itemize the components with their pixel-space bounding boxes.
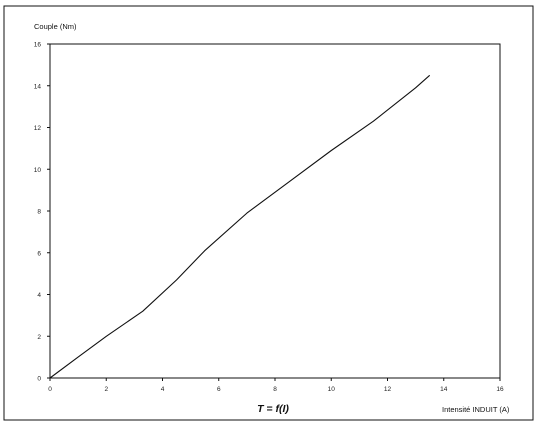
- x-tick-label: 0: [48, 386, 52, 393]
- y-tick-label: 10: [34, 167, 42, 174]
- y-tick-label: 16: [34, 42, 42, 49]
- x-tick-label: 16: [496, 386, 504, 393]
- y-tick-label: 8: [37, 209, 41, 216]
- x-tick-label: 8: [273, 386, 277, 393]
- y-tick-label: 6: [37, 250, 41, 257]
- plot-area: [49, 43, 501, 379]
- x-axis-title: Intensité INDUIT (A): [442, 405, 510, 414]
- x-tick-label: 2: [104, 386, 108, 393]
- y-axis-title: Couple (Nm): [34, 22, 77, 31]
- chart-title: T = f(I): [257, 403, 289, 415]
- x-tick-label: 4: [161, 386, 165, 393]
- x-axis-ticks: 0 2 4 6 8 10 12 14 16: [48, 378, 504, 393]
- series-layer: [49, 74, 431, 379]
- series-line: [49, 74, 431, 379]
- y-tick-label: 0: [37, 376, 41, 383]
- y-tick-label: 14: [34, 83, 42, 90]
- y-tick-label: 2: [37, 334, 41, 341]
- x-tick-label: 10: [328, 386, 336, 393]
- x-tick-label: 14: [440, 386, 448, 393]
- x-tick-label: 6: [217, 386, 221, 393]
- y-tick-label: 12: [34, 125, 42, 132]
- x-tick-label: 12: [384, 386, 392, 393]
- y-tick-label: 4: [37, 292, 41, 299]
